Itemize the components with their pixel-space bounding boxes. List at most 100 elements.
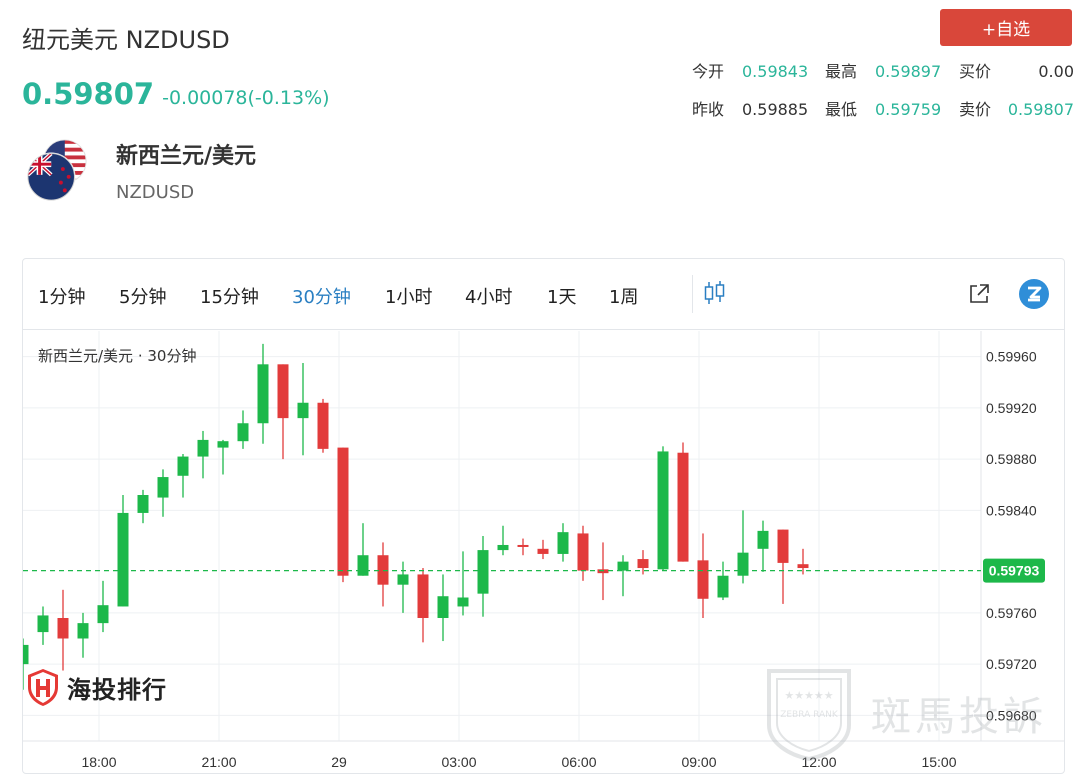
zebra-watermark: ★★★★★ ZEBRA RANK 斑馬投訴 [763,665,1047,761]
candle-body [337,447,349,576]
quote-label-low: 最低 [825,100,858,119]
y-tick-label: 0.59720 [986,656,1037,672]
quote-label-open: 今开 [692,62,725,81]
candle-body [397,574,409,585]
tab-4hour[interactable]: 4小时 [465,287,513,308]
svg-text:★★★★★: ★★★★★ [784,689,833,702]
page-title: 纽元美元 NZDUSD [22,26,230,54]
nz-flag-icon [26,152,76,202]
x-tick-label: 18:00 [81,754,116,770]
pair-code: NZDUSD [116,182,195,203]
candle-body [637,559,649,569]
x-tick-label: 21:00 [201,754,236,770]
candle-body [97,605,109,624]
y-tick-label: 0.59920 [986,400,1037,416]
last-price: 0.59807 [22,77,155,111]
zebra-badge-text: ZEBRA RANK [780,710,839,720]
current-price-badge [983,558,1045,583]
price-row: 0.59807 -0.00078(-0.13%) [22,77,330,111]
x-tick-label: 29 [331,754,347,770]
candle-body [217,441,229,448]
candle-body [417,574,429,618]
zebra-logo-icon[interactable] [1018,278,1050,310]
candle-body [37,615,49,633]
candle-body [557,532,569,554]
y-tick-label: 0.59680 [986,707,1037,723]
tab-1week[interactable]: 1周 [609,287,639,308]
shield-logo-icon [28,669,58,706]
zebra-badge-icon: ★★★★★ ZEBRA RANK [767,669,851,761]
y-tick-label: 0.59960 [986,349,1037,365]
chart-panel: 1分钟 5分钟 15分钟 30分钟 1小时 4小时 1天 1周 0.59960 0… [22,258,1065,774]
x-tick-label: 09:00 [681,754,716,770]
candle-body [157,477,169,498]
tab-1hour[interactable]: 1小时 [385,287,433,308]
candle-body [257,364,269,424]
quote-value-high: 0.59897 [875,62,942,81]
quote-row: 昨收 0.59885 最低 0.59759 卖价 0.59807 [690,98,1074,136]
candle-body [797,564,809,569]
candle-body [317,402,329,449]
candle-body [117,512,129,607]
toolbar-divider [692,275,693,313]
candle-body [677,452,689,562]
quote-value-open: 0.59843 [742,62,809,81]
candlestick-type-icon[interactable] [703,280,727,306]
candle-body [657,451,669,570]
candle-body [717,575,729,598]
candle-body [177,456,189,476]
add-to-watchlist-button[interactable]: +自选 [940,9,1072,46]
candlestick-chart[interactable]: 0.59960 0.59920 0.59880 0.59840 0.59760 0.597… [23,331,1065,774]
tab-1day[interactable]: 1天 [547,287,577,308]
candle-body [437,596,449,618]
quote-label-high: 最高 [825,62,858,81]
y-tick-label: 0.59880 [986,451,1037,467]
quote-value-ask: 0.59807 [1007,100,1074,119]
candle-body [57,618,69,639]
candle-body [23,644,29,665]
price-change: -0.00078(-0.13%) [162,87,330,109]
candle-body [577,533,589,571]
y-tick-label: 0.59760 [986,605,1037,621]
candle-body [377,555,389,585]
tab-5min[interactable]: 5分钟 [119,287,167,308]
candle-body [297,402,309,419]
candle-body [777,529,789,563]
tab-15min[interactable]: 15分钟 [200,287,259,308]
external-link-icon[interactable] [968,283,990,305]
quote-value-bid: 0.00 [1038,62,1074,81]
quote-label-ask: 卖价 [959,100,992,119]
zebra-watermark-text: 斑馬投訴 [871,694,1047,740]
y-tick-label: 0.59840 [986,502,1037,518]
quote-value-low: 0.59759 [875,100,942,119]
candle-body [77,623,89,639]
haitou-logo: 海投排行 [25,667,167,707]
candle-body [537,548,549,554]
candle-body [597,569,609,574]
x-tick-label: 12:00 [801,754,836,770]
x-tick-label: 03:00 [441,754,476,770]
candle-body [697,560,709,599]
haitou-logo-text: 海投排行 [67,675,167,704]
chart-toolbar: 1分钟 5分钟 15分钟 30分钟 1小时 4小时 1天 1周 [23,259,1064,330]
candle-body [757,530,769,549]
candle-body [197,439,209,457]
pair-flags [26,138,90,206]
quote-table: 今开 0.59843 最高 0.59897 买价 0.00 昨收 0.59885… [690,60,1074,136]
x-tick-label: 06:00 [561,754,596,770]
quote-label-bid: 买价 [959,62,992,81]
candle-body [617,561,629,571]
candle-body [277,364,289,419]
candle-body [737,552,749,576]
candle-body [357,555,369,576]
quote-value-prev-close: 0.59885 [742,100,809,119]
tab-30min[interactable]: 30分钟 [292,287,351,308]
quote-row: 今开 0.59843 最高 0.59897 买价 0.00 [690,60,1074,98]
candle-body [477,550,489,594]
pair-name: 新西兰元/美元 [116,144,257,169]
candle-body [497,544,509,551]
current-price-label: 0.59793 [989,563,1040,579]
candle-body [237,423,249,442]
tab-1min[interactable]: 1分钟 [38,287,86,308]
candle-body [137,495,149,513]
